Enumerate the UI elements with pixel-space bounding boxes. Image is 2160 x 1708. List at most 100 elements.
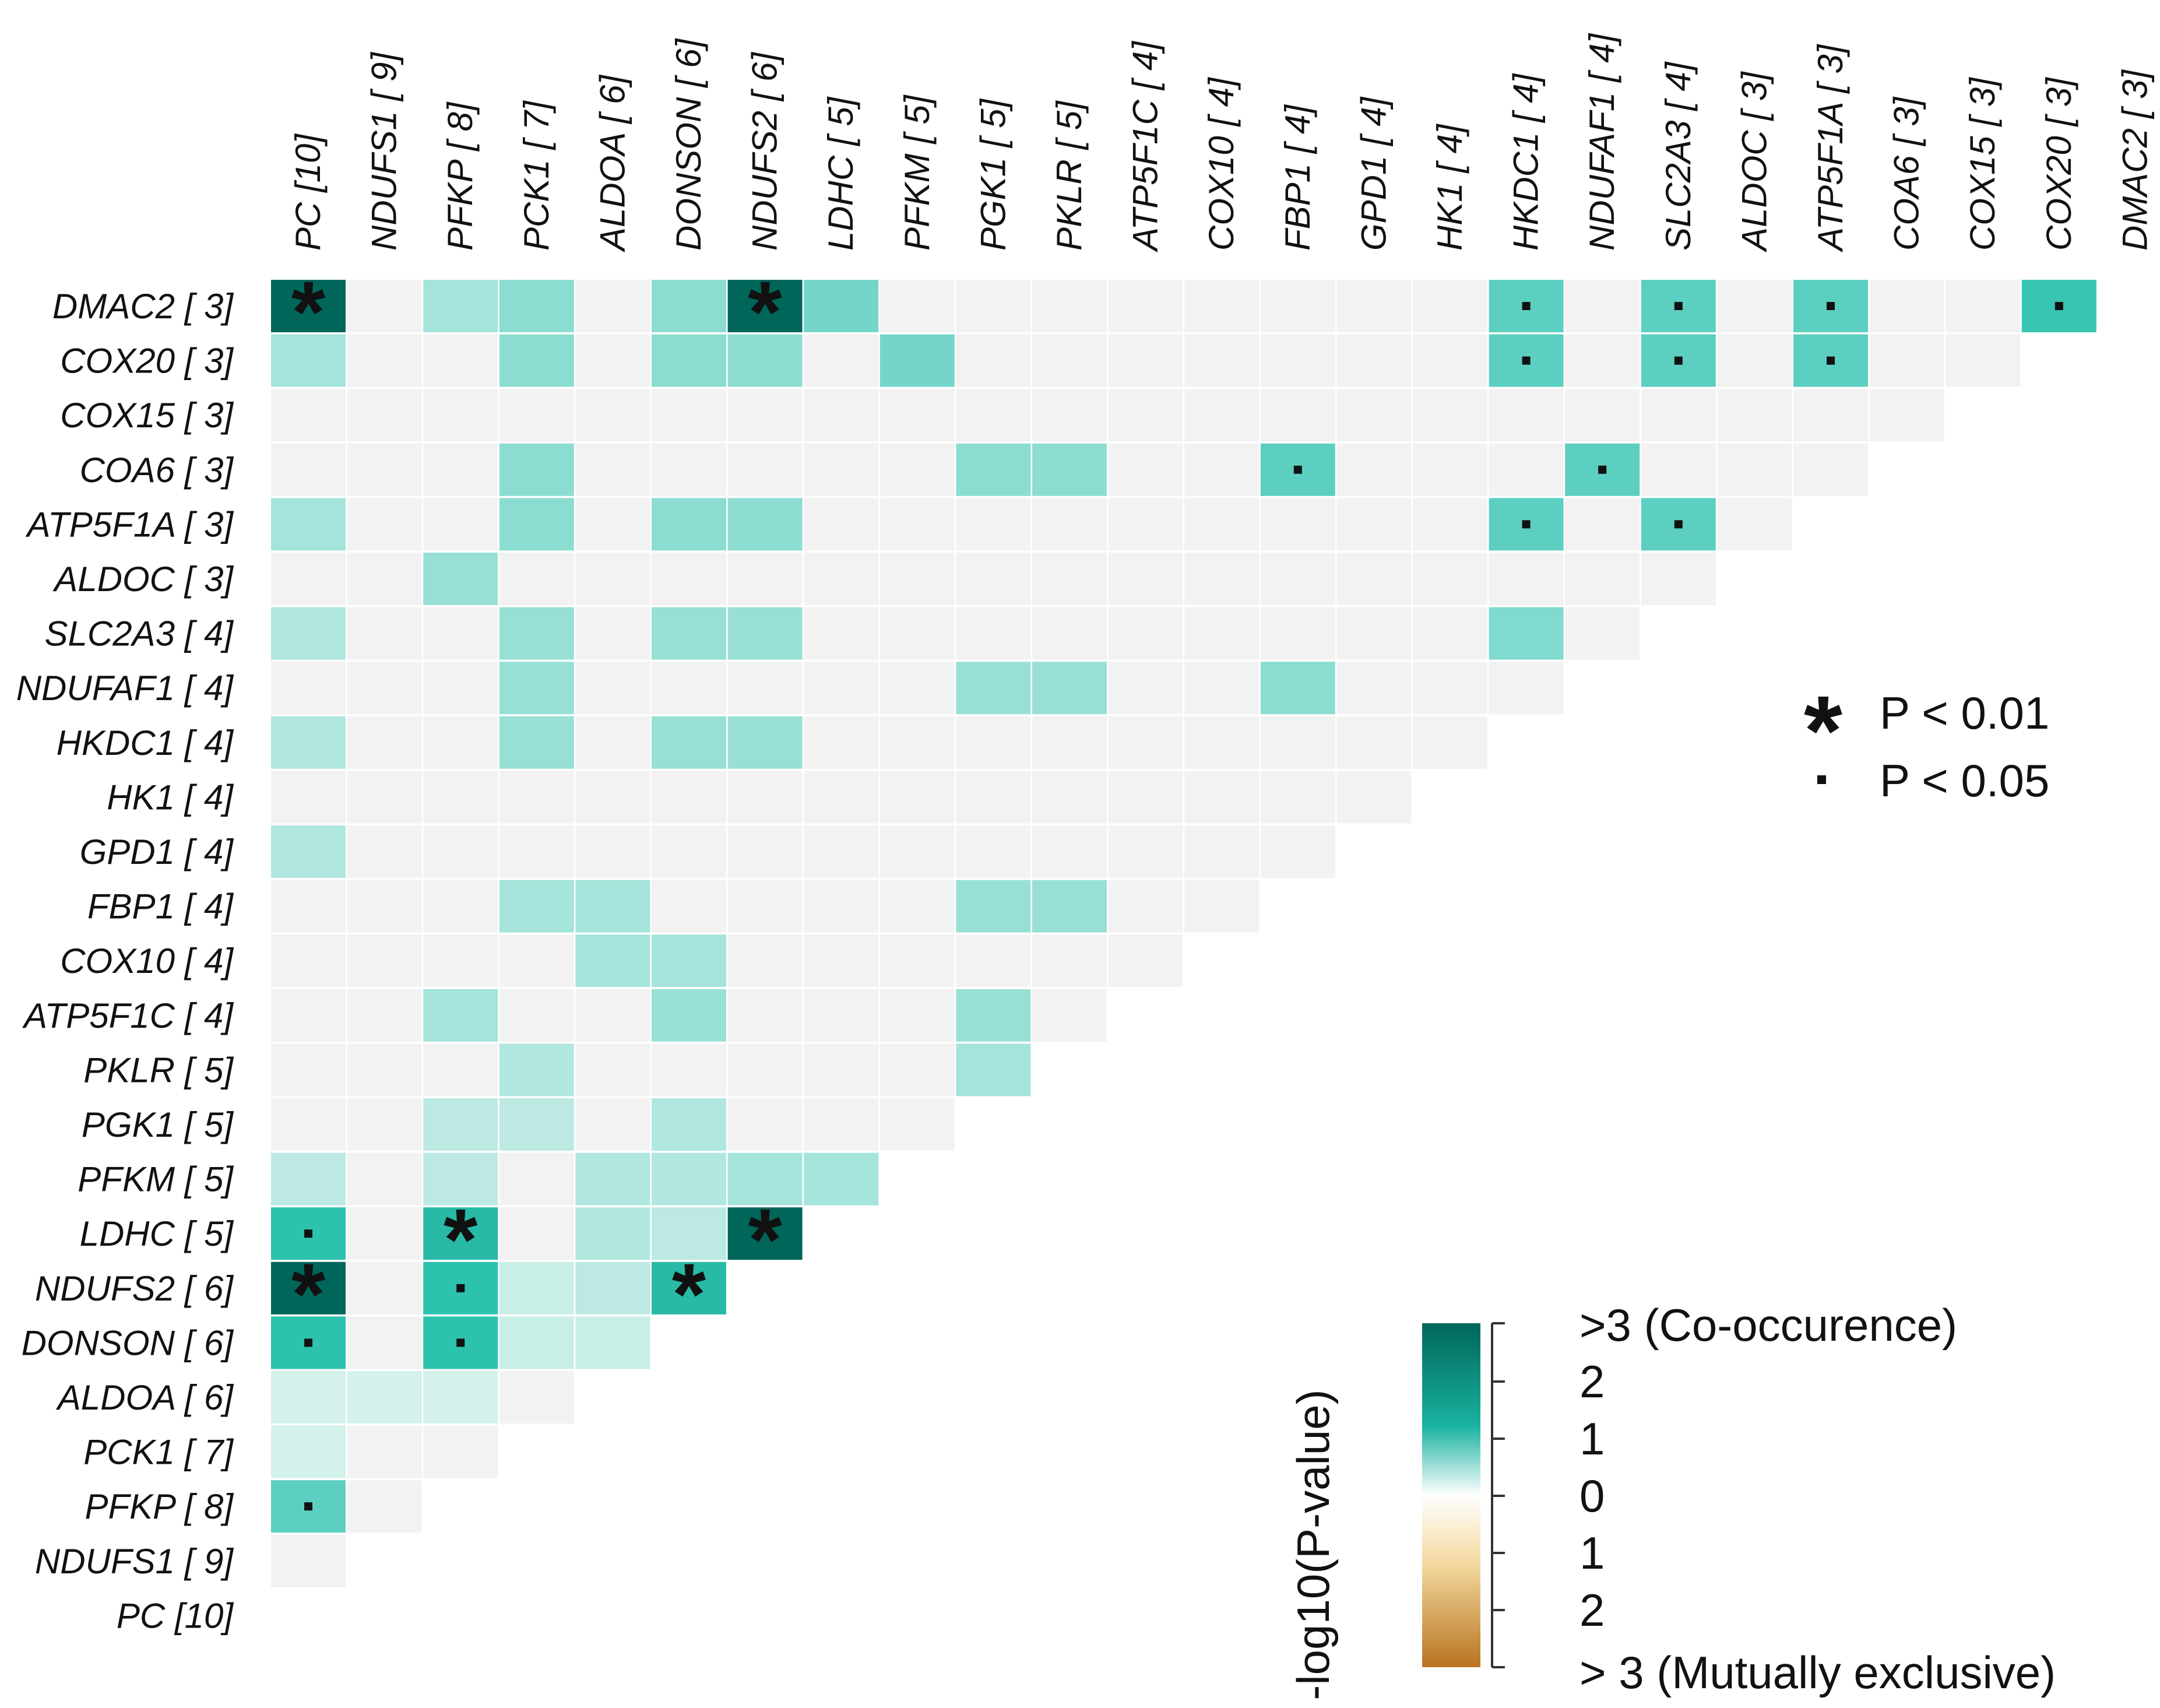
heatmap-cell <box>575 989 650 1042</box>
heatmap-cell <box>1108 334 1183 387</box>
heatmap-cell <box>652 553 726 605</box>
heatmap-cell <box>1336 498 1412 551</box>
heatmap-cell <box>575 607 650 660</box>
heatmap-cell <box>499 934 574 987</box>
heatmap-cell <box>804 662 879 715</box>
heatmap-cell <box>575 553 650 605</box>
heatmap-cell <box>1641 553 1716 605</box>
row-label: COX10 [ 4] <box>60 941 234 980</box>
heatmap-cell <box>347 389 422 442</box>
heatmap-cell <box>575 1261 650 1315</box>
heatmap-cell <box>727 1152 803 1206</box>
column-label: SLC2A3 [ 4] <box>1659 61 1698 251</box>
heatmap-cell <box>575 880 650 933</box>
heatmap-cell <box>956 498 1031 551</box>
heatmap-cell <box>347 607 422 660</box>
row-label: LDHC [ 5] <box>80 1214 234 1253</box>
column-label: PCK1 [ 7] <box>517 100 556 251</box>
heatmap-cell <box>271 989 346 1042</box>
heatmap-cell <box>423 443 498 496</box>
heatmap-cell <box>423 716 498 769</box>
heatmap-cell <box>804 1043 879 1097</box>
column-label: NDUFS1 [ 9] <box>365 52 404 251</box>
heatmap-cell <box>804 880 879 933</box>
colorbar-tick-label: 0 <box>1579 1470 1605 1521</box>
heatmap-cell <box>804 716 879 769</box>
column-label: PFKP [ 8] <box>441 101 480 251</box>
heatmap-cell <box>1641 443 1716 496</box>
heatmap-cell <box>499 1316 574 1369</box>
heatmap-cell <box>575 771 650 824</box>
heatmap-cell <box>727 880 803 933</box>
heatmap-cell <box>1108 553 1183 605</box>
row-label: HK1 [ 4] <box>107 778 234 817</box>
heatmap-cell <box>880 989 955 1042</box>
row-label: DMAC2 [ 3] <box>52 287 234 326</box>
heatmap-cell <box>575 280 650 332</box>
row-label: ATP5F1A [ 3] <box>26 505 234 544</box>
heatmap-cell <box>652 389 726 442</box>
significance-square <box>304 1338 312 1347</box>
heatmap-cell <box>727 771 803 824</box>
heatmap-cell <box>1260 662 1335 715</box>
heatmap-cell <box>956 989 1031 1042</box>
heatmap-cell <box>271 934 346 987</box>
colorbar-tick-label: > 3 (Mutually exclusive) <box>1579 1647 2056 1698</box>
heatmap-cell <box>575 498 650 551</box>
heatmap-cell <box>1565 607 1640 660</box>
heatmap-cell <box>727 443 803 496</box>
significance-asterisk: * <box>748 263 782 361</box>
column-label: FBP1 [ 4] <box>1278 104 1317 251</box>
heatmap-cell <box>1946 334 2021 387</box>
row-labels: DMAC2 [ 3] COX20 [ 3] COX15 [ 3] COA6 [ 3] A… <box>16 287 234 1635</box>
heatmap-cell <box>347 498 422 551</box>
heatmap-cell <box>956 825 1031 878</box>
heatmap-cell <box>575 934 650 987</box>
heatmap-cell <box>880 934 955 987</box>
heatmap-cell <box>1260 607 1335 660</box>
row-label: PGK1 [ 5] <box>82 1105 234 1144</box>
heatmap-cell <box>347 334 422 387</box>
significance-square <box>456 1284 465 1292</box>
heatmap-cell <box>956 334 1031 387</box>
heatmap-cell <box>1413 662 1487 715</box>
column-label: NDUFS2 [ 6] <box>745 52 785 251</box>
column-label: ATP5F1C [ 4] <box>1126 41 1165 252</box>
heatmap-cell <box>880 553 955 605</box>
heatmap-cell <box>347 825 422 878</box>
column-label: PFKM [ 5] <box>898 94 937 251</box>
heatmap-cell <box>880 334 955 387</box>
significance-asterisk: * <box>444 1190 478 1288</box>
heatmap-cell <box>499 1043 574 1097</box>
heatmap-cell <box>499 389 574 442</box>
row-label: ALDOC [ 3] <box>52 560 234 599</box>
heatmap-cell <box>1336 716 1412 769</box>
heatmap-cell <box>652 934 726 987</box>
heatmap-cell <box>1184 825 1260 878</box>
heatmap-cell <box>347 1371 422 1424</box>
heatmap-cell <box>880 280 955 332</box>
heatmap-cell <box>727 1098 803 1151</box>
significance-square <box>1293 465 1302 474</box>
heatmap-cell <box>423 1043 498 1097</box>
heatmap-cell <box>804 1152 879 1206</box>
legend-p001-label: P < 0.01 <box>1880 687 2049 739</box>
heatmap-cell <box>423 1371 498 1424</box>
heatmap-cell <box>271 553 346 605</box>
heatmap-cell <box>1413 389 1487 442</box>
heatmap-cell <box>271 1152 346 1206</box>
heatmap-cell <box>880 607 955 660</box>
heatmap-cell <box>804 934 879 987</box>
heatmap-cell <box>1032 389 1107 442</box>
heatmap-cell <box>1413 498 1487 551</box>
heatmap-cell <box>727 1043 803 1097</box>
heatmap-cell <box>271 1043 346 1097</box>
heatmap-cell <box>499 334 574 387</box>
column-label: PKLR [ 5] <box>1050 100 1089 251</box>
heatmap-cell <box>1336 389 1412 442</box>
heatmap-cell <box>652 880 726 933</box>
heatmap-cell <box>1869 280 1944 332</box>
heatmap-cell <box>423 989 498 1042</box>
